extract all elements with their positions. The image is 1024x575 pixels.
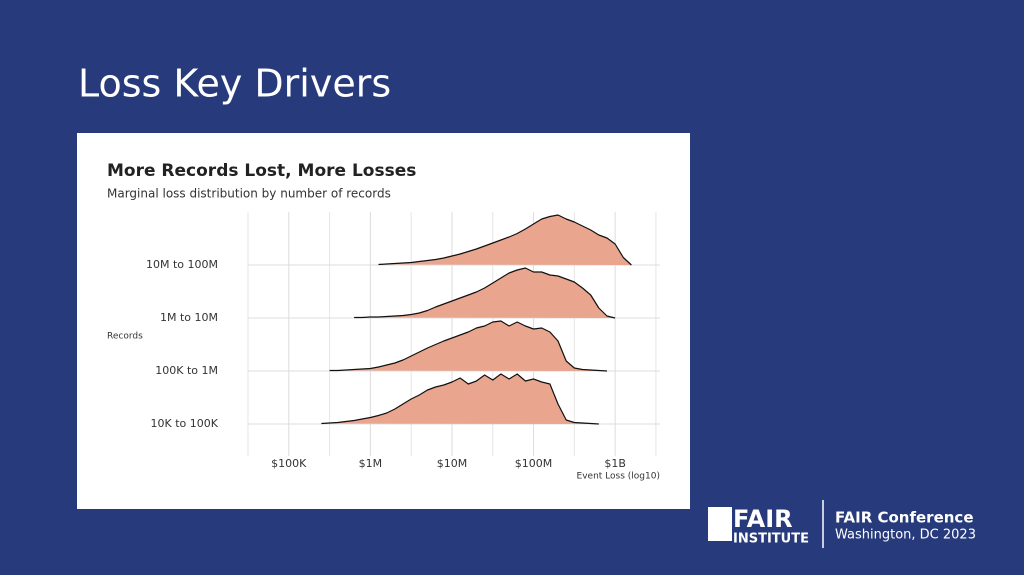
density-ridge: [354, 267, 616, 319]
y-tick-label: 1M to 10M: [160, 311, 218, 324]
slide-title: Loss Key Drivers: [78, 62, 391, 106]
y-tick-label: 10K to 100K: [151, 417, 219, 430]
logo: FAIR INSTITUTE FAIR Conference Washingto…: [708, 500, 976, 548]
density-ridge: [329, 320, 608, 372]
y-tick-label: 10M to 100M: [146, 258, 218, 271]
y-axis-label: Records: [107, 332, 143, 342]
x-axis-label: Event Loss (log10): [577, 472, 660, 482]
event-name: FAIR Conference: [835, 509, 974, 527]
logo-bottom: INSTITUTE: [733, 532, 809, 547]
x-tick-label: $100M: [515, 457, 553, 470]
x-tick-label: $1B: [604, 457, 626, 470]
x-tick-label: $10M: [437, 457, 468, 470]
logo-icon: [708, 507, 732, 541]
chart-subtitle: Marginal loss distribution by number of …: [107, 187, 391, 201]
logo-top: FAIR: [733, 505, 793, 533]
event-place: Washington, DC 2023: [835, 528, 976, 543]
x-tick-label: $1M: [359, 457, 383, 470]
chart-title: More Records Lost, More Losses: [107, 161, 416, 181]
chart-panel: [77, 133, 690, 509]
density-ridge: [321, 373, 599, 425]
density-ridge: [378, 214, 632, 266]
x-tick-label: $100K: [271, 457, 307, 470]
y-tick-label: 100K to 1M: [155, 364, 218, 377]
